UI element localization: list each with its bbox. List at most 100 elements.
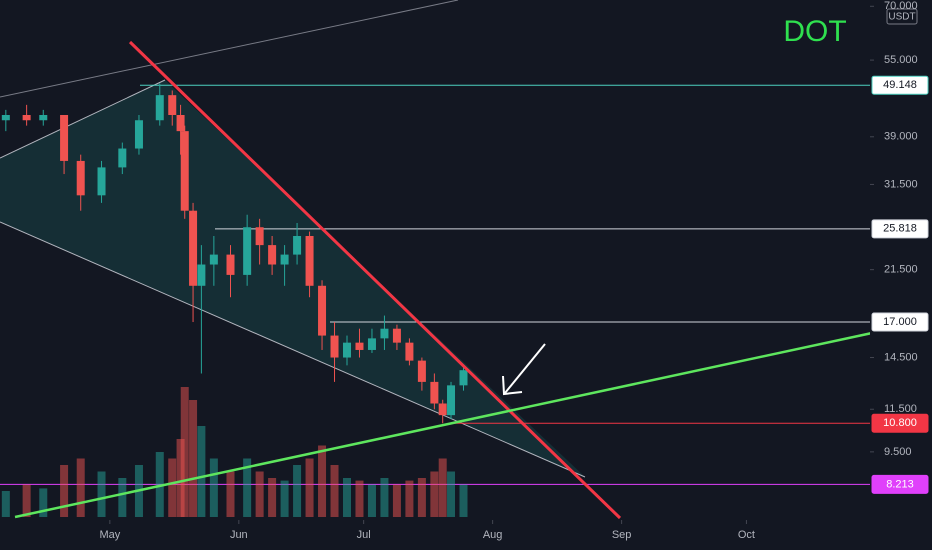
candle-body [417,360,426,382]
candle-body [355,342,364,350]
currency: USDT [888,12,915,23]
volume-bar [268,478,277,517]
candle-body [134,120,143,149]
volume-bar [293,465,302,517]
volume-bar [405,480,414,517]
volume-bar [280,480,289,517]
candle-body [76,160,85,196]
level-label: 10.800 [883,417,917,429]
candle-body [189,210,198,286]
volume-bar [343,478,352,517]
volume-bar [355,480,364,517]
level-tag [871,413,929,433]
candle-body [305,235,314,286]
level-label: 17.000 [883,316,917,328]
volume-bar [97,471,106,517]
candle-body [176,115,185,132]
x-tick-label: Jun [230,529,248,541]
chart-title: DOT [783,15,846,48]
volume-bar [168,458,177,517]
volume-bar [176,439,185,517]
y-tick-label: 11.500 [884,403,917,415]
volume-bar [1,491,10,517]
candle-body [180,131,189,211]
x-tick-label: May [99,529,120,541]
candle-body [330,335,339,358]
volume-bar [459,484,468,517]
candle-body [39,115,48,121]
y-tick-label: 39.000 [884,131,918,143]
volume-bar [197,426,206,517]
candle-body [430,381,439,404]
candle-body [22,115,31,121]
x-tick-label: Aug [483,529,503,541]
volume-bar [305,458,314,517]
y-tick-label: 21.500 [884,264,918,276]
candle-body [447,385,456,416]
level-label: 25.818 [883,223,917,235]
channel-lower [0,221,586,478]
candle-body [255,227,264,246]
volume-bar [438,458,447,517]
volume-bar [447,471,456,517]
level-tag [871,312,929,332]
y-tick-label: 70.000 [884,0,918,12]
candles [1,83,468,424]
candle-body [318,285,327,336]
currency-box [886,8,918,25]
level-tag [871,474,929,494]
volume-bar [417,478,426,517]
candle-body [438,403,447,416]
y-tick-label: 9.500 [884,446,912,458]
volume-bar [243,458,252,517]
volume-bar [226,471,235,517]
volume-bar [367,484,376,517]
candle-body [118,148,127,168]
volume-bar [392,484,401,517]
volumes [1,387,468,517]
volume-bar [76,458,85,517]
y-tick-label: 14.500 [884,351,918,363]
candle-body [97,167,106,196]
candle-body [380,328,389,339]
volume-bar [430,471,439,517]
volume-bar [180,387,189,517]
candle-body [280,254,289,265]
candle-body [392,328,401,343]
candle-body [268,245,277,265]
channel-upper [0,79,166,159]
x-tick-label: Sep [612,529,632,541]
level-tag [871,219,929,239]
candle-body [155,95,164,121]
candle-body [343,342,352,358]
volume-bar [60,465,69,517]
support-line [14,331,873,519]
volume-bar [39,488,48,517]
y-tick-label: 31.500 [884,178,918,190]
candle-body [293,235,302,255]
volume-bar [189,400,198,517]
candle-body [459,370,468,386]
volume-bar [318,445,327,517]
x-tick-label: Jul [357,529,371,541]
candle-body [367,338,376,350]
arrow [502,343,546,396]
candle-body [60,115,69,161]
candle-body [1,115,10,121]
candle-body [405,342,414,361]
candle-body [209,254,218,265]
volume-bar [118,478,127,517]
x-tick-label: Oct [738,529,755,541]
volume-bar [330,465,339,517]
candle-body [226,254,235,275]
volume-bar [22,484,31,517]
candle-body [243,227,252,275]
volume-bar [209,458,218,517]
candle-body [197,264,206,286]
level-label: 49.148 [883,79,917,91]
volume-bar [155,452,164,517]
y-tick-label: 55.000 [884,54,918,66]
